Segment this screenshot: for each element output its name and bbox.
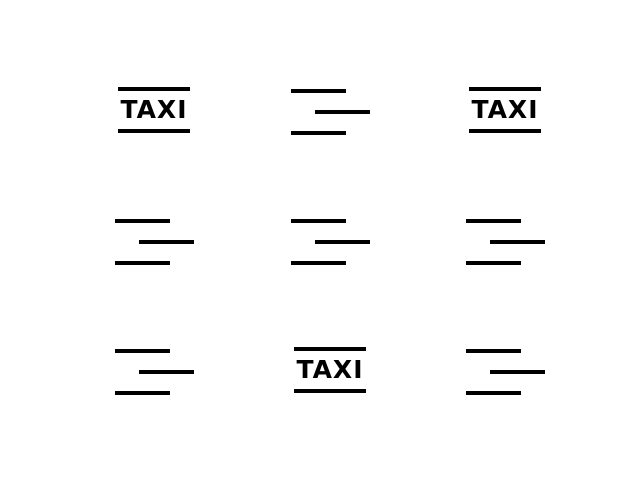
line-middle [490,240,545,244]
line-top [291,89,346,93]
line-top [466,349,521,353]
taxi-sign-icon[interactable]: TAXI [294,347,366,393]
line-bottom [115,391,170,395]
line-middle [490,370,545,374]
taxi-sign-label: TAXI [120,95,188,124]
staggered-lines-icon[interactable] [115,349,195,395]
line-top [291,219,346,223]
staggered-lines-icon[interactable] [466,349,546,395]
taxi-sign-icon[interactable]: TAXI [118,87,190,133]
line-middle [315,110,370,114]
line-bottom [291,131,346,135]
staggered-lines-icon[interactable] [291,219,371,265]
line-bottom [466,261,521,265]
taxi-sign-bottom-bar [294,389,366,393]
line-middle [139,370,194,374]
staggered-lines-icon[interactable] [291,89,371,135]
taxi-sign-top-bar [469,87,541,91]
line-bottom [466,391,521,395]
taxi-sign-icon[interactable]: TAXI [469,87,541,133]
taxi-sign-bottom-bar [118,129,190,133]
line-middle [139,240,194,244]
taxi-sign-bottom-bar [469,129,541,133]
line-top [115,219,170,223]
taxi-sign-top-bar [294,347,366,351]
staggered-lines-icon[interactable] [115,219,195,265]
line-top [466,219,521,223]
taxi-sign-label: TAXI [296,355,364,384]
line-bottom [291,261,346,265]
taxi-sign-top-bar [118,87,190,91]
line-top [115,349,170,353]
line-middle [315,240,370,244]
staggered-lines-icon[interactable] [466,219,546,265]
taxi-sign-label: TAXI [471,95,539,124]
line-bottom [115,261,170,265]
